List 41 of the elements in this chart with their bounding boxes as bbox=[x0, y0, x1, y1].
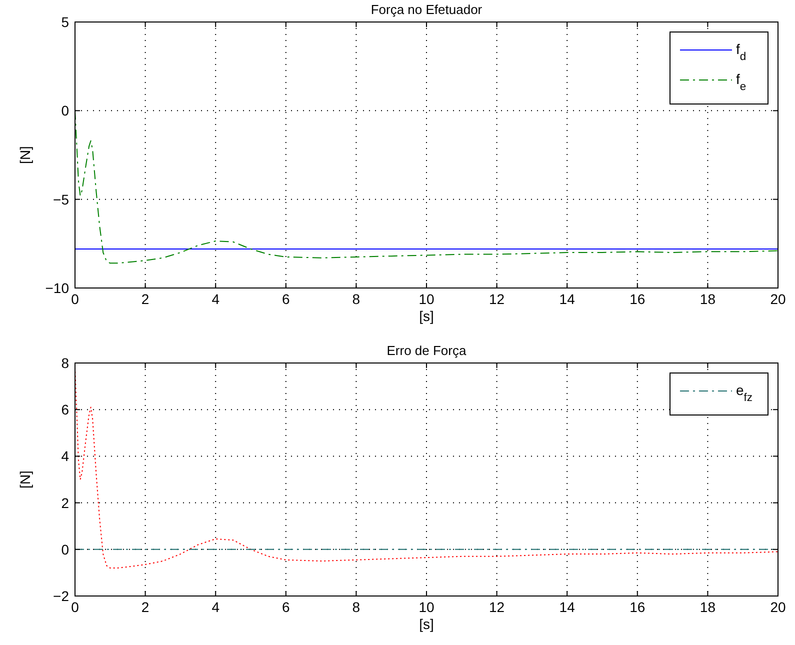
y-tick-label: 0 bbox=[61, 541, 70, 558]
x-tick-label: 14 bbox=[559, 291, 576, 307]
x-tick-label: 0 bbox=[71, 599, 80, 615]
x-tick-label: 16 bbox=[630, 291, 646, 307]
y-tick-label: −10 bbox=[45, 280, 70, 296]
x-tick-label: 14 bbox=[559, 599, 576, 615]
chart-title: Força no Efetuador bbox=[370, 2, 483, 17]
x-tick-label: 4 bbox=[212, 599, 220, 615]
legend-label: e$_{fz}$ bbox=[736, 382, 753, 404]
x-tick-label: 18 bbox=[700, 291, 716, 307]
y-tick-label: 2 bbox=[61, 494, 70, 511]
x-tick-label: 20 bbox=[770, 599, 786, 615]
x-tick-label: 8 bbox=[352, 599, 360, 615]
y-tick-label: 8 bbox=[61, 355, 70, 371]
legend-label: f$_{e}$ bbox=[736, 71, 746, 93]
x-tick-label: 18 bbox=[700, 599, 716, 615]
x-tick-label: 10 bbox=[418, 291, 434, 307]
y-tick-label: 6 bbox=[61, 402, 70, 418]
x-tick-label: 2 bbox=[141, 599, 150, 615]
y-tick-label: 5 bbox=[61, 14, 70, 30]
x-tick-label: 20 bbox=[770, 291, 786, 307]
x-tick-label: 6 bbox=[282, 291, 290, 307]
x-tick-label: 10 bbox=[418, 599, 434, 615]
legend-label: f$_{d}$ bbox=[736, 41, 746, 63]
chart-title: Erro de Força bbox=[386, 343, 467, 358]
x-tick-label: 0 bbox=[71, 291, 80, 307]
x-tick-label: 8 bbox=[352, 291, 360, 307]
y-tick-label: −5 bbox=[53, 191, 70, 208]
x-axis-title: [s] bbox=[419, 308, 434, 324]
x-tick-label: 16 bbox=[630, 599, 646, 615]
x-tick-label: 6 bbox=[282, 599, 290, 615]
y-tick-label: −2 bbox=[53, 588, 70, 604]
x-tick-label: 2 bbox=[141, 291, 150, 307]
x-axis-title: [s] bbox=[419, 616, 434, 632]
x-tick-label: 4 bbox=[212, 291, 220, 307]
x-tick-label: 12 bbox=[489, 599, 505, 615]
y-axis-title: [N] bbox=[17, 470, 33, 488]
x-tick-label: 12 bbox=[489, 291, 505, 307]
y-tick-label: 4 bbox=[61, 448, 70, 464]
y-tick-label: 0 bbox=[61, 102, 70, 119]
y-axis-title: [N] bbox=[17, 146, 33, 164]
